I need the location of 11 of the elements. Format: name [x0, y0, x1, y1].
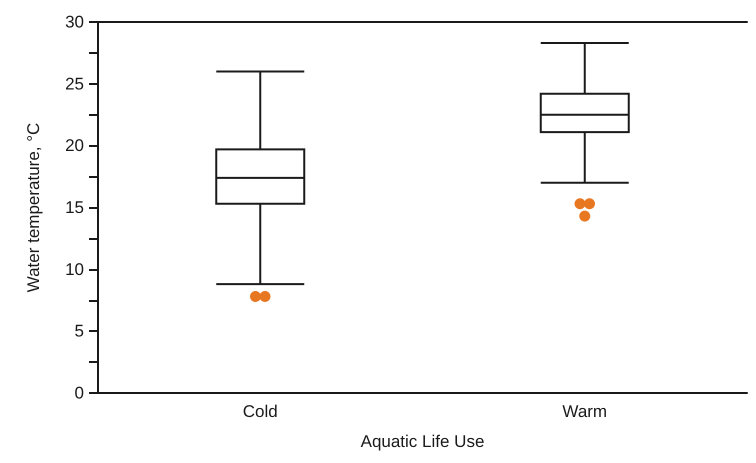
y-tick-label: 15: [65, 198, 84, 217]
x-tick-label: Cold: [242, 402, 278, 421]
y-tick-label: 30: [65, 12, 84, 32]
y-axis-title: Water temperature, °C: [24, 122, 43, 292]
y-tick-label: 10: [65, 260, 84, 279]
x-axis-title: Aquatic Life Use: [360, 432, 484, 451]
y-tick-label: 25: [65, 74, 84, 94]
y-tick-label: 5: [74, 322, 84, 341]
y-tick-label: 20: [65, 136, 84, 156]
x-tick-label: Warm: [562, 402, 608, 421]
y-tick-label: 0: [74, 384, 84, 402]
